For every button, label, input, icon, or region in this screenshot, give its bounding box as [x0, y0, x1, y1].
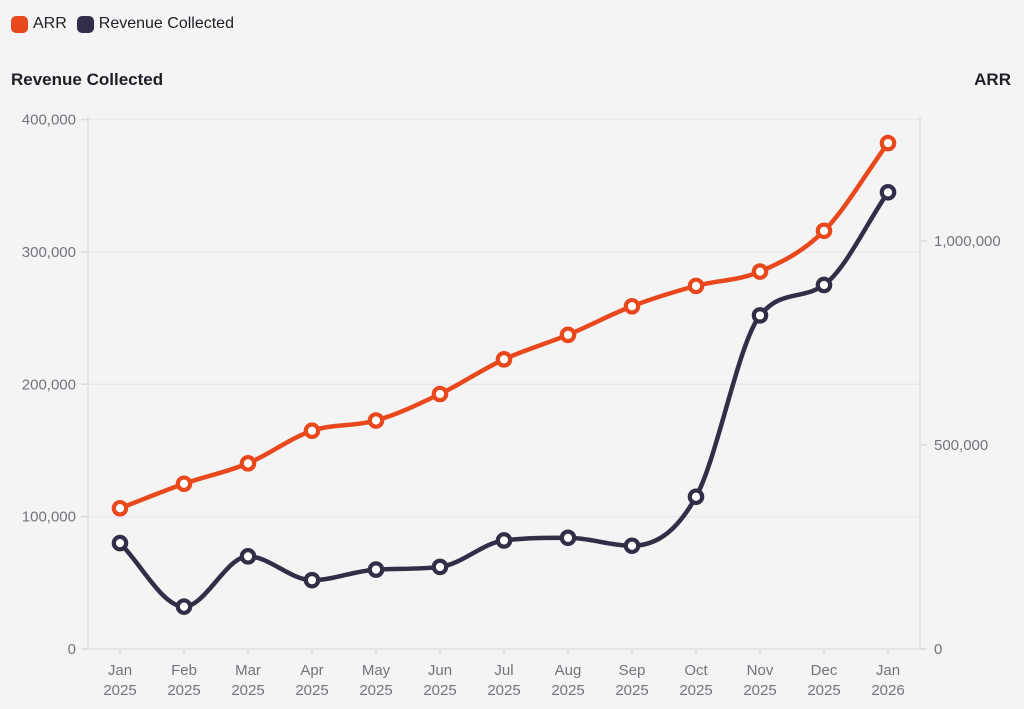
x-label-month-jan-2026: Jan [876, 662, 900, 679]
x-label-year-sep-2025: 2025 [615, 682, 648, 699]
x-label-year-feb-2025: 2025 [167, 682, 200, 699]
revenue-collected-point-jul-2025[interactable] [495, 532, 513, 549]
arr-point-dec-2025[interactable] [815, 222, 833, 240]
x-label-year-jan-2025: 2025 [103, 682, 136, 699]
x-label-year-jan-2026: 2026 [871, 682, 904, 699]
left-tick-label-200000: 200,000 [22, 376, 76, 393]
revenue-collected-point-mar-2025[interactable] [239, 548, 257, 565]
right-axis-title: ARR [974, 70, 1011, 89]
revenue-collected-point-nov-2025[interactable] [751, 307, 769, 324]
revenue-collected-point-jan-2026[interactable] [879, 184, 897, 201]
legend-item-arr[interactable]: ARR [11, 15, 67, 33]
x-label-year-jun-2025: 2025 [423, 682, 456, 699]
revenue-collected-point-dec-2025[interactable] [815, 276, 833, 294]
revenue-collected-point-jun-2025[interactable] [431, 558, 449, 576]
x-label-month-feb-2025: Feb [171, 662, 197, 679]
legend-item-revenue-collected[interactable]: Revenue Collected [76, 15, 234, 33]
left-tick-label-300000: 300,000 [22, 244, 76, 261]
x-label-year-may-2025: 2025 [359, 682, 392, 699]
x-label-month-sep-2025: Sep [619, 662, 646, 679]
arr-point-jul-2025[interactable] [495, 351, 513, 368]
x-label-month-oct-2025: Oct [684, 662, 708, 679]
right-tick-label-500000: 500,000 [934, 437, 988, 454]
arr-point-jun-2025[interactable] [431, 385, 449, 403]
arr-point-may-2025[interactable] [367, 412, 385, 429]
revenue-collected-legend-label: Revenue Collected [98, 15, 234, 32]
revenue-collected-point-jan-2025[interactable] [111, 534, 129, 552]
arr-point-oct-2025[interactable] [687, 277, 705, 295]
revenue-collected-point-sep-2025[interactable] [623, 537, 641, 555]
x-label-month-mar-2025: Mar [235, 662, 261, 679]
arr-point-mar-2025[interactable] [239, 455, 257, 472]
left-tick-label-400000: 400,000 [22, 112, 76, 129]
x-label-month-aug-2025: Aug [555, 662, 582, 679]
x-label-month-dec-2025: Dec [811, 662, 838, 679]
x-label-year-mar-2025: 2025 [231, 682, 264, 699]
arr-line [117, 140, 891, 511]
arr-point-jan-2026[interactable] [879, 134, 897, 152]
left-axis-title: Revenue Collected [11, 70, 164, 89]
x-label-year-nov-2025: 2025 [743, 682, 776, 699]
left-tick-label-0: 0 [68, 641, 76, 658]
arr-point-feb-2025[interactable] [175, 475, 193, 493]
left-tick-label-100000: 100,000 [22, 509, 76, 526]
revenue-collected-series-swatch [76, 15, 94, 33]
x-label-month-may-2025: May [362, 662, 391, 679]
x-label-month-jul-2025: Jul [494, 662, 513, 679]
arr-point-sep-2025[interactable] [623, 297, 641, 315]
x-label-year-jul-2025: 2025 [487, 682, 520, 699]
revenue-collected-point-may-2025[interactable] [367, 561, 385, 578]
x-label-month-apr-2025: Apr [300, 662, 323, 679]
x-label-year-aug-2025: 2025 [551, 682, 584, 699]
revenue-collected-point-aug-2025[interactable] [559, 529, 577, 547]
x-label-year-oct-2025: 2025 [679, 682, 712, 699]
right-tick-label-1000000: 1,000,000 [934, 233, 1001, 250]
arr-series-swatch [11, 15, 28, 33]
arr-legend-label: ARR [33, 15, 67, 32]
chart-legend: ARR Revenue Collected [11, 15, 234, 33]
revenue-collected-point-apr-2025[interactable] [303, 571, 321, 589]
revenue-collected-point-oct-2025[interactable] [687, 488, 705, 506]
x-label-year-apr-2025: 2025 [295, 682, 328, 699]
x-label-month-nov-2025: Nov [747, 662, 774, 679]
arr-point-jan-2025[interactable] [111, 499, 129, 517]
arr-point-aug-2025[interactable] [559, 326, 577, 344]
arr-point-nov-2025[interactable] [751, 263, 769, 280]
revenue-collected-point-feb-2025[interactable] [175, 598, 193, 615]
right-tick-label-0: 0 [934, 641, 942, 658]
x-label-month-jan-2025: Jan [108, 662, 132, 679]
x-label-month-jun-2025: Jun [428, 662, 452, 679]
x-label-year-dec-2025: 2025 [807, 682, 840, 699]
arr-point-apr-2025[interactable] [303, 422, 321, 440]
